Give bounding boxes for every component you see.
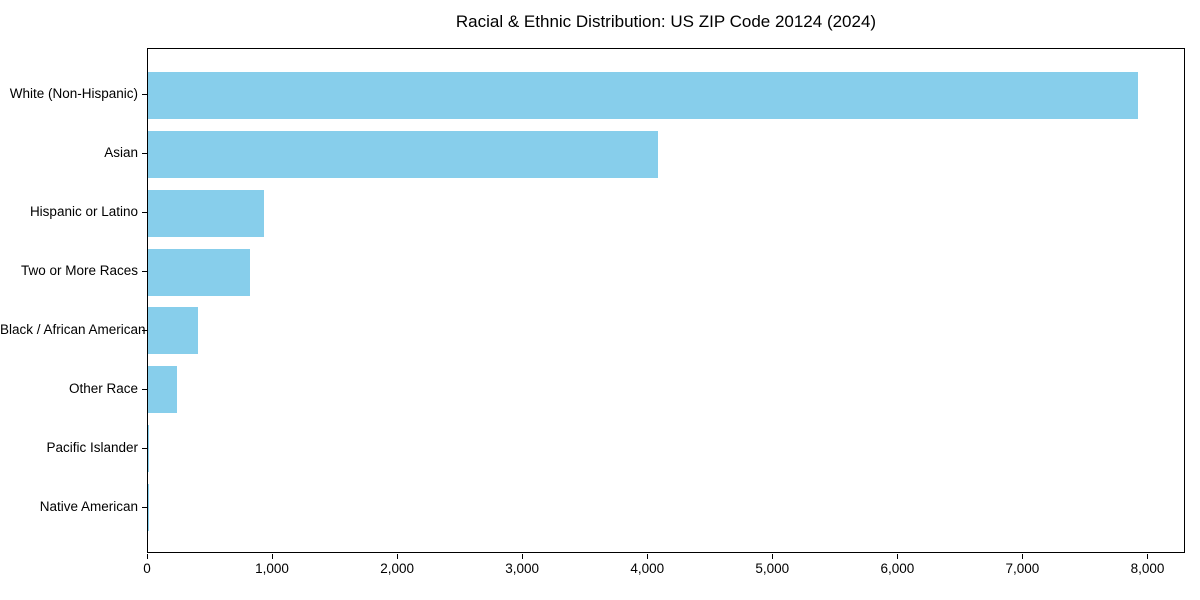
y-tick-mark: [142, 153, 147, 155]
x-tick-label: 2,000: [380, 561, 414, 576]
category-label: White (Non-Hispanic): [9, 86, 138, 102]
bar: [148, 366, 177, 414]
bar: [148, 307, 199, 355]
category-label: Native American: [39, 498, 138, 514]
x-tick-label: 8,000: [1130, 561, 1165, 576]
x-tick-label: 6,000: [880, 561, 915, 576]
y-tick-mark: [142, 388, 147, 390]
bar: [148, 189, 264, 237]
y-tick-mark: [142, 94, 147, 96]
x-tick-label: 1,000: [255, 561, 289, 576]
category-label: Asian: [104, 145, 138, 161]
x-tick-label: 4,000: [630, 561, 665, 576]
x-tick-mark: [272, 554, 274, 559]
category-label: Pacific Islander: [46, 439, 138, 455]
x-tick-mark: [1022, 554, 1024, 559]
bar: [148, 248, 250, 296]
bar: [148, 425, 149, 473]
x-tick-mark: [647, 554, 649, 559]
x-tick-label: 0: [143, 561, 151, 576]
x-tick-mark: [147, 554, 148, 559]
x-tick-label: 5,000: [755, 561, 790, 576]
y-tick-mark: [142, 447, 147, 449]
chart-title: Racial & Ethnic Distribution: US ZIP Cod…: [455, 12, 877, 31]
category-label: Two or More Races: [20, 263, 138, 279]
x-tick-label: 7,000: [1005, 561, 1040, 576]
y-tick-mark: [142, 506, 147, 508]
y-tick-mark: [142, 212, 147, 214]
category-label: Hispanic or Latino: [29, 204, 138, 220]
x-tick-mark: [897, 554, 899, 559]
y-tick-mark: [142, 329, 147, 331]
category-label: Other Race: [68, 380, 138, 396]
y-tick-mark: [142, 271, 147, 273]
x-tick-mark: [397, 554, 399, 559]
bar: [148, 71, 1139, 120]
x-tick-mark: [772, 554, 774, 559]
bar: [148, 130, 658, 178]
x-tick-mark: [1147, 554, 1149, 559]
x-tick-mark: [522, 554, 524, 559]
plot-area: [147, 48, 1185, 553]
x-tick-label: 3,000: [505, 561, 540, 576]
category-label: Black / African American: [0, 321, 146, 337]
